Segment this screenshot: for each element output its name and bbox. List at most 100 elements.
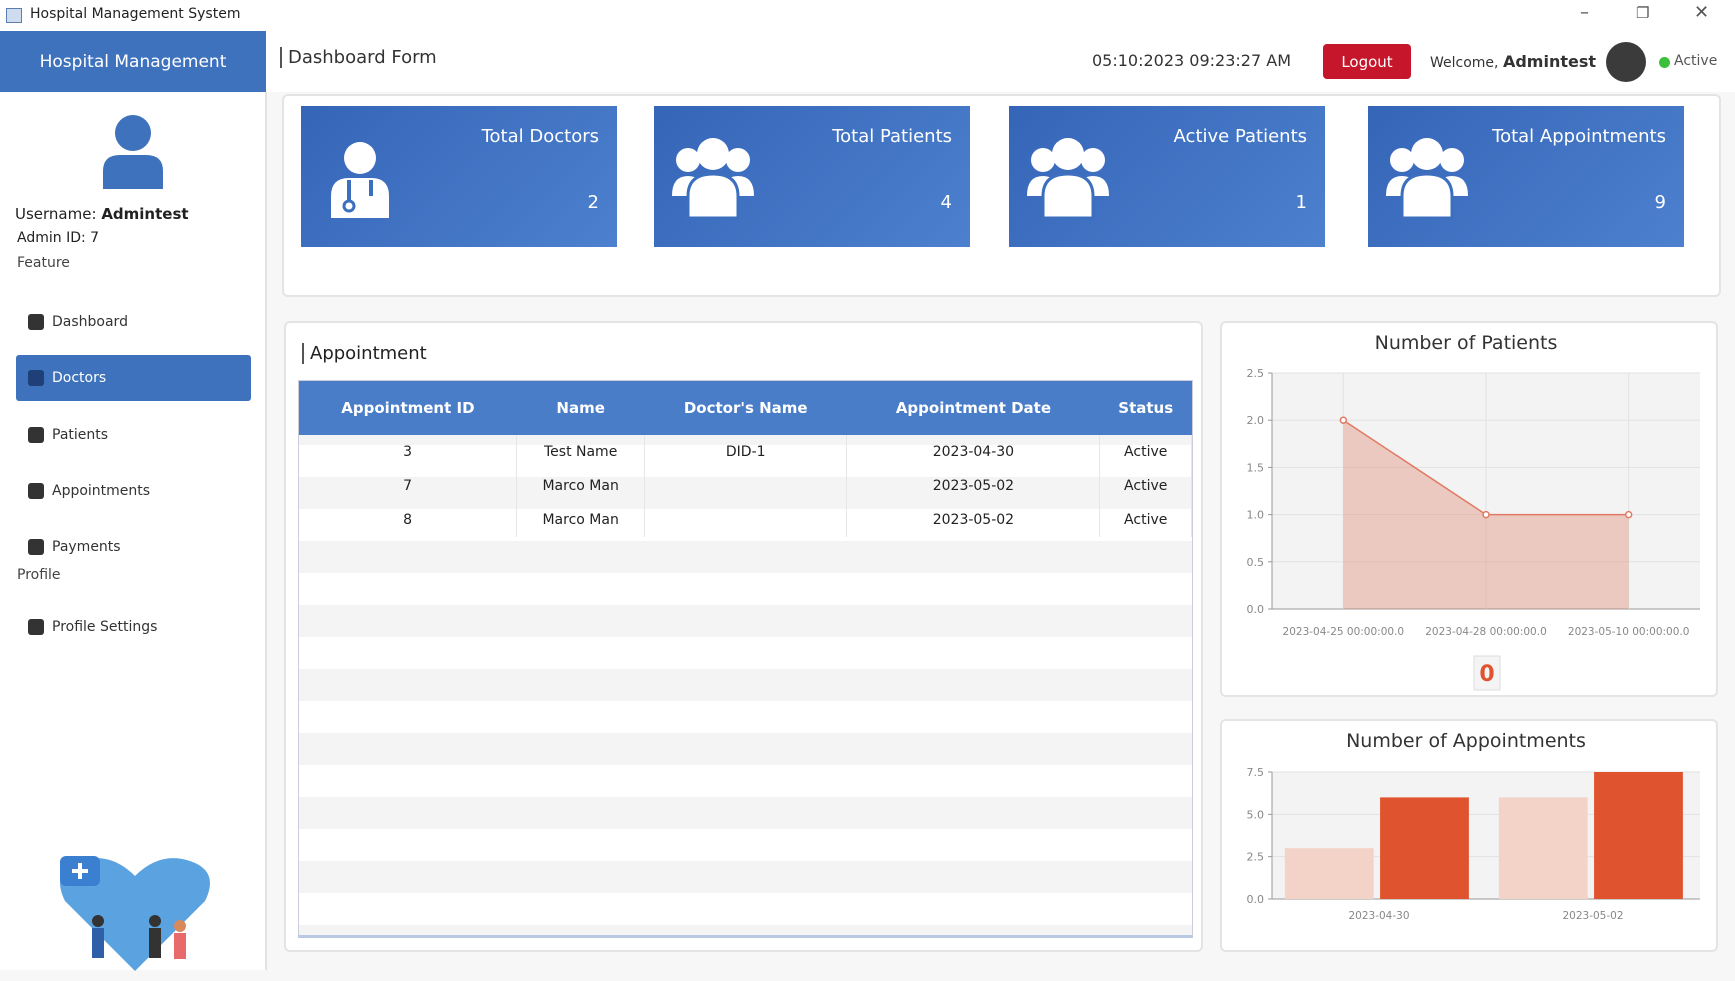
icon-part	[1031, 148, 1055, 172]
header-row: Appointment ID Name Doctor's Name Appointme…	[299, 381, 1192, 435]
table-cell: Test Name	[516, 435, 646, 469]
icon-part	[1081, 148, 1105, 172]
nav-label: Appointments	[52, 483, 151, 499]
table-cell: 8	[299, 503, 518, 537]
card-icon	[1386, 138, 1468, 220]
table-cell: DID-1	[644, 435, 848, 469]
y-tick-label: 5.0	[1247, 808, 1265, 821]
icon-part	[344, 142, 376, 174]
logout-button[interactable]: Logout	[1323, 44, 1411, 79]
icon-part	[1390, 148, 1414, 172]
y-tick-label: 2.5	[1247, 367, 1265, 380]
table-cell: Marco Man	[516, 503, 646, 537]
nav-icon	[28, 619, 44, 635]
username-label: Username:	[15, 205, 97, 223]
appointment-panel: Appointment Appointment ID Name Doctor's N…	[284, 321, 1203, 952]
icon-part	[686, 172, 740, 220]
brand: Hospital Management	[0, 31, 266, 92]
table-cell: 2023-05-02	[846, 469, 1101, 503]
nav-icon	[28, 539, 44, 555]
username: Admintest	[101, 205, 189, 223]
nav-label: Payments	[52, 539, 121, 555]
y-tick-label: 1.0	[1247, 509, 1265, 522]
nav-item[interactable]: Profile Settings	[16, 604, 251, 650]
stat-card: Active Patients 1	[1009, 106, 1325, 247]
icon-part	[1411, 138, 1443, 170]
table-cell: Active	[1099, 435, 1192, 469]
nav-item[interactable]: Doctors	[16, 355, 251, 401]
chart-title: Number of Appointments	[1346, 730, 1586, 752]
y-tick-label: 2.0	[1247, 414, 1265, 427]
appointment-table: Appointment ID Name Doctor's Name Appointme…	[298, 380, 1193, 938]
icon-part	[1052, 138, 1084, 170]
sidebar: Hospital Management Username: Admintest …	[0, 31, 267, 971]
icon-part	[1440, 148, 1464, 172]
table-row: 3 Test Name DID-1 2023-04-30 Active	[299, 435, 1192, 469]
card-value: 9	[1654, 192, 1666, 213]
card-label: Active Patients	[1173, 126, 1307, 147]
patients-chart-panel: 0.0 0.5 1.0 1.5 2.0 2.5 Number of Patients 2023…	[1220, 321, 1718, 697]
admin-id-label: Admin ID:	[17, 230, 86, 246]
table-cell: 2023-05-02	[846, 503, 1101, 537]
table: Appointment ID Name Doctor's Name Appointme…	[299, 381, 1192, 537]
appointments-chart: 0.0 2.5 5.0 7.5 Number of Appointments 2023-0…	[1247, 730, 1700, 922]
nav-label: Patients	[52, 427, 109, 443]
point	[1339, 416, 1348, 424]
table-cell: 2023-04-30	[846, 435, 1101, 469]
header: Dashboard Form 05:10:2023 09:23:27 AM Lo…	[266, 31, 1735, 92]
nav-item[interactable]: Patients	[16, 412, 251, 458]
admin-id-row: Admin ID: 7	[17, 230, 99, 246]
column-header: Status	[1099, 381, 1192, 435]
icon-part	[726, 148, 750, 172]
x-tick-label: 2023-04-25 00:00:00.0	[1283, 626, 1405, 638]
x-tick-label: 2023-04-30	[1348, 910, 1409, 922]
nav-item[interactable]: Appointments	[16, 468, 251, 514]
table-cell: Marco Man	[516, 469, 646, 503]
nav-icon	[28, 427, 44, 443]
stat-card: Total Doctors 2	[301, 106, 617, 247]
bar	[1284, 848, 1374, 899]
card-value: 1	[1295, 192, 1307, 213]
bar	[1498, 797, 1588, 899]
nav-item[interactable]: Dashboard	[16, 299, 251, 345]
profile-picture[interactable]	[1606, 42, 1646, 82]
card-label: Total Doctors	[481, 126, 599, 147]
appointment-title: Appointment	[302, 343, 427, 364]
icon-part	[1041, 172, 1095, 220]
illustration	[60, 856, 210, 971]
nav-icon	[28, 483, 44, 499]
table-row: 7 Marco Man 2023-05-02 Active	[299, 469, 1192, 503]
welcome-row: Welcome, Admintest	[1430, 52, 1596, 71]
table-cell	[644, 503, 848, 537]
close[interactable]: ✕	[1694, 2, 1710, 23]
section-title: Feature	[17, 255, 70, 271]
card-icon	[331, 142, 389, 218]
icon-part	[676, 148, 700, 172]
table-cell: Active	[1099, 503, 1192, 537]
x-tick-label: 2023-04-28 00:00:00.0	[1425, 626, 1547, 638]
stat-card: Total Appointments 9	[1368, 106, 1684, 247]
datetime: 05:10:2023 09:23:27 AM	[1092, 51, 1291, 70]
icon-part	[347, 180, 373, 202]
nav-item[interactable]: Payments	[16, 524, 251, 570]
status-dot	[1659, 57, 1670, 68]
counter: 0	[1479, 662, 1494, 687]
window-title: Hospital Management System	[30, 6, 241, 22]
admin-id: 7	[90, 230, 100, 246]
y-tick-label: 2.5	[1247, 851, 1265, 864]
column-header: Appointment Date	[846, 381, 1100, 435]
counter-box	[1473, 655, 1501, 691]
table-row: 8 Marco Man 2023-05-02 Active	[299, 503, 1192, 537]
y-tick-label: 0.0	[1247, 893, 1265, 906]
restore[interactable]: ❐	[1636, 4, 1650, 22]
user: Admintest	[1502, 52, 1597, 71]
minimize[interactable]: –	[1580, 2, 1589, 23]
section-title: Profile	[17, 567, 61, 583]
table-cell: 3	[299, 435, 518, 469]
card-value: 2	[587, 192, 599, 213]
card-label: Total Patients	[832, 126, 952, 147]
point	[1624, 510, 1633, 519]
bar	[1380, 797, 1469, 899]
appointments-chart-panel: 0.0 2.5 5.0 7.5 Number of Appointments 2023-0…	[1220, 719, 1718, 952]
